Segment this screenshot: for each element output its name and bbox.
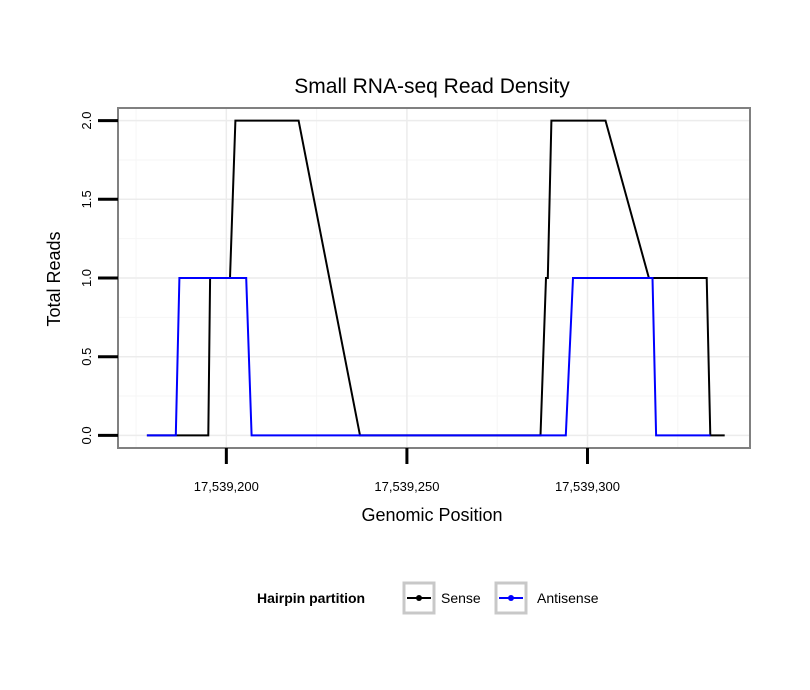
y-tick-label: 1.0 — [79, 269, 94, 287]
legend: Hairpin partition Sense Antisense — [257, 581, 599, 615]
legend-key-point — [508, 595, 514, 601]
y-tick-label: 0.5 — [79, 348, 94, 366]
series-line-antisense — [146, 277, 711, 437]
x-tick-label: 17,539,250 — [374, 479, 439, 494]
legend-label-sense: Sense — [441, 590, 481, 606]
x-axis-title: Genomic Position — [361, 505, 502, 525]
legend-label-antisense: Antisense — [537, 590, 599, 606]
y-axis-title: Total Reads — [44, 231, 64, 326]
x-tick-label: 17,539,300 — [555, 479, 620, 494]
legend-title: Hairpin partition — [257, 590, 365, 606]
legend-key-point — [416, 595, 422, 601]
plot-panel: 0.0 0.5 1.0 1.5 2.0 17,539,200 17,539,250 17,53… — [79, 107, 751, 494]
chart-title: Small RNA-seq Read Density — [294, 75, 570, 98]
x-tick-label: 17,539,200 — [194, 479, 259, 494]
y-tick-label: 0.0 — [79, 426, 94, 444]
y-tick-label: 2.0 — [79, 112, 94, 130]
y-tick-label: 1.5 — [79, 190, 94, 208]
